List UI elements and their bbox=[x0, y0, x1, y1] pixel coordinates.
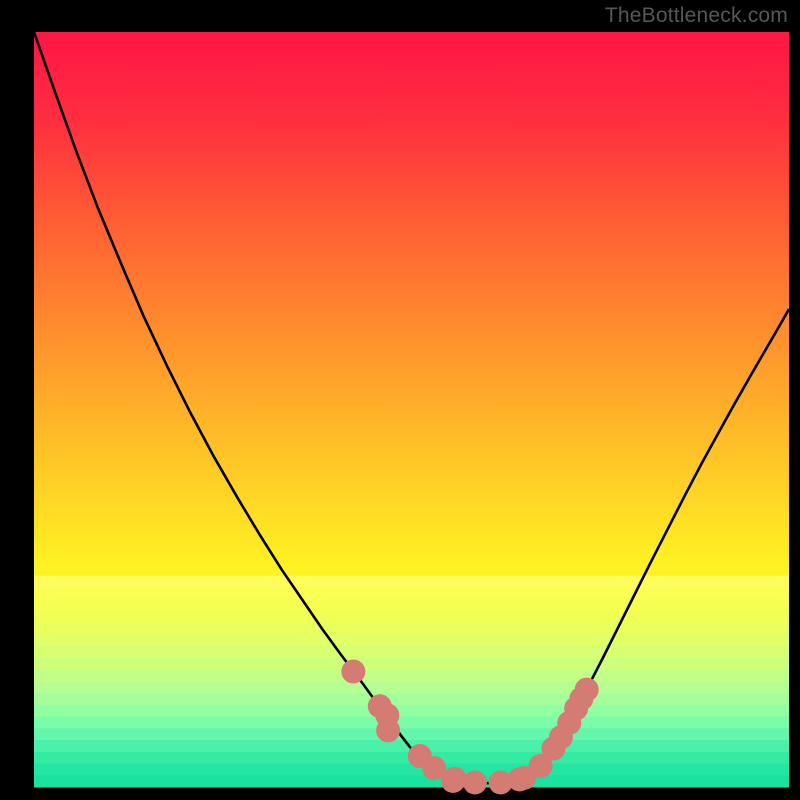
bottleneck-chart: TheBottleneck.com bbox=[0, 0, 800, 800]
watermark-text: TheBottleneck.com bbox=[605, 4, 788, 28]
data-point-marker bbox=[463, 770, 487, 794]
chart-canvas bbox=[0, 0, 800, 800]
data-point-marker bbox=[575, 678, 599, 702]
data-point-marker bbox=[376, 718, 400, 742]
data-point-marker bbox=[341, 659, 365, 683]
data-point-marker bbox=[441, 769, 465, 793]
